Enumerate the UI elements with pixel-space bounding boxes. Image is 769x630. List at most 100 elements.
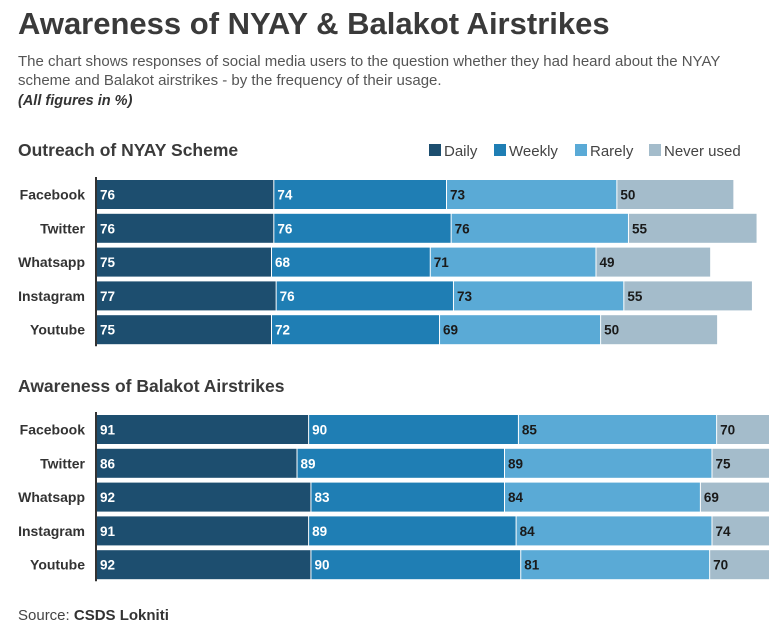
panel-2-label-instagram-weekly: 89	[312, 524, 327, 539]
panel-2-label-instagram-daily: 91	[100, 524, 116, 539]
panel-2-label-whatsapp-weekly: 83	[314, 490, 330, 505]
panel-2-label-youtube-daily: 92	[100, 558, 115, 573]
panel-2-label-twitter-daily: 86	[100, 456, 116, 471]
panel-1-bar-facebook-daily	[97, 180, 274, 209]
panel-1-label-instagram-daily: 77	[100, 289, 115, 304]
panel-1-label-whatsapp-never-used: 49	[599, 255, 614, 270]
panel-1-bar-youtube-weekly	[272, 315, 440, 345]
panel-2-bar-instagram-rarely	[516, 516, 712, 546]
panel-2-label-instagram-never-used: 74	[715, 524, 731, 539]
panel-1-bar-facebook-weekly	[274, 180, 446, 209]
panel-1-label-twitter-daily: 76	[100, 221, 116, 236]
source-name: CSDS Lokniti	[73, 607, 169, 624]
panel-2-bar-youtube-daily	[97, 550, 311, 580]
panel-2-bar-whatsapp-daily	[97, 482, 311, 512]
panel-2-bar-facebook-rarely	[518, 415, 717, 444]
panel-2-bar-twitter-rarely	[505, 448, 712, 478]
panel-2-bar-instagram-never-used	[712, 516, 769, 546]
panel-1-bar-twitter-daily	[97, 213, 274, 243]
panel-2-bar-instagram-weekly	[309, 516, 516, 546]
chart-subtitle: The chart shows responses of social medi…	[18, 53, 721, 89]
panel-2-bar-twitter-daily	[97, 448, 297, 478]
panel-1-category-whatsapp: Whatsapp	[18, 254, 85, 270]
panel-2-category-instagram: Instagram	[18, 523, 85, 539]
panel-2-bar-twitter-never-used	[712, 448, 769, 478]
panel-1-label-facebook-rarely: 73	[450, 188, 466, 203]
panel-1-bar-instagram-never-used	[624, 281, 752, 311]
legend-swatch-weekly	[494, 144, 506, 156]
source-label: Source:	[18, 607, 70, 624]
legend-label-never-used: Never used	[664, 143, 741, 160]
legend-label-rarely: Rarely	[590, 143, 634, 160]
panel-2-bar-whatsapp-rarely	[505, 482, 700, 512]
panel-1-bar-youtube-rarely	[440, 315, 601, 345]
panel-1-label-twitter-never-used: 55	[632, 221, 648, 236]
panel-1-label-youtube-daily: 75	[100, 323, 116, 338]
panel-1-bar-youtube-never-used	[601, 315, 718, 345]
panel-2-label-instagram-rarely: 84	[520, 524, 536, 539]
panel-2-bar-facebook-daily	[97, 415, 309, 444]
panel-1-category-facebook: Facebook	[20, 187, 86, 203]
panel-1-bar-instagram-weekly	[276, 281, 453, 311]
panel-1-title: Outreach of NYAY Scheme	[18, 140, 238, 160]
panel-1-label-youtube-never-used: 50	[604, 323, 619, 338]
panel-2-category-whatsapp: Whatsapp	[18, 489, 85, 505]
panel-1-label-instagram-weekly: 76	[280, 289, 296, 304]
panel-2-bar-whatsapp-never-used	[700, 482, 769, 512]
panel-2-bar-twitter-weekly	[297, 448, 504, 478]
panel-2-label-twitter-never-used: 75	[715, 456, 731, 471]
panel-1-bar-instagram-daily	[97, 281, 276, 311]
legend-label-daily: Daily	[444, 143, 478, 160]
panel-1-bar-facebook-never-used	[617, 180, 734, 209]
panel-2-label-youtube-rarely: 81	[524, 558, 540, 573]
panel-2-category-facebook: Facebook	[20, 422, 86, 438]
panel-2-bar-facebook-never-used	[717, 415, 769, 444]
panel-1-bar-instagram-rarely	[453, 281, 624, 311]
panel-1-label-instagram-rarely: 73	[457, 289, 473, 304]
panel-2-category-twitter: Twitter	[40, 455, 85, 471]
panel-1-label-facebook-daily: 76	[100, 188, 116, 203]
source-line: Source: CSDS Lokniti	[18, 607, 169, 624]
panel-1-bar-facebook-rarely	[447, 180, 617, 209]
panel-2-title: Awareness of Balakot Airstrikes	[18, 376, 285, 396]
panel-1-label-whatsapp-daily: 75	[100, 255, 116, 270]
panel-2-bar-youtube-weekly	[311, 550, 521, 580]
panel-2-category-youtube: Youtube	[30, 557, 85, 573]
panel-1-bar-whatsapp-never-used	[596, 247, 711, 277]
panel-1-bar-twitter-never-used	[628, 213, 757, 243]
panel-2-label-facebook-weekly: 90	[312, 423, 327, 438]
panel-1-label-twitter-weekly: 76	[277, 221, 293, 236]
figures-note: (All figures in %)	[18, 93, 133, 109]
panel-1-label-instagram-never-used: 55	[627, 289, 643, 304]
panel-2-label-twitter-rarely: 89	[508, 456, 523, 471]
panel-2-label-whatsapp-rarely: 84	[508, 490, 524, 505]
panel-1-label-youtube-rarely: 69	[443, 323, 458, 338]
panel-2-bar-youtube-never-used	[710, 550, 769, 580]
panel-2-bar-instagram-daily	[97, 516, 309, 546]
panel-1-bar-whatsapp-weekly	[272, 247, 430, 277]
legend-swatch-never-used	[649, 144, 661, 156]
panel-1-category-twitter: Twitter	[40, 220, 85, 236]
legend-label-weekly: Weekly	[509, 143, 558, 160]
panel-1-label-whatsapp-weekly: 68	[275, 255, 291, 270]
panel-1-bar-whatsapp-rarely	[430, 247, 596, 277]
panel-1-bar-youtube-daily	[97, 315, 271, 345]
panel-1-bar-twitter-rarely	[451, 213, 628, 243]
panel-2-bar-facebook-weekly	[309, 415, 518, 444]
panel-2-label-youtube-never-used: 70	[713, 558, 728, 573]
panel-1-bar-twitter-weekly	[274, 213, 451, 243]
panel-1-category-youtube: Youtube	[30, 322, 85, 338]
chart-title: Awareness of NYAY & Balakot Airstrikes	[18, 6, 610, 41]
panel-2-label-facebook-rarely: 85	[522, 423, 538, 438]
panel-2-label-youtube-weekly: 90	[314, 558, 329, 573]
panel-2-label-whatsapp-never-used: 69	[704, 490, 719, 505]
panel-2-label-facebook-daily: 91	[100, 423, 116, 438]
panel-1-label-youtube-weekly: 72	[275, 323, 290, 338]
legend-swatch-rarely	[575, 144, 587, 156]
panel-1-label-facebook-never-used: 50	[620, 188, 635, 203]
panel-2-bar-youtube-rarely	[521, 550, 710, 580]
panel-2-label-twitter-weekly: 89	[301, 456, 316, 471]
panel-1-label-whatsapp-rarely: 71	[434, 255, 450, 270]
panel-1-label-facebook-weekly: 74	[277, 188, 293, 203]
